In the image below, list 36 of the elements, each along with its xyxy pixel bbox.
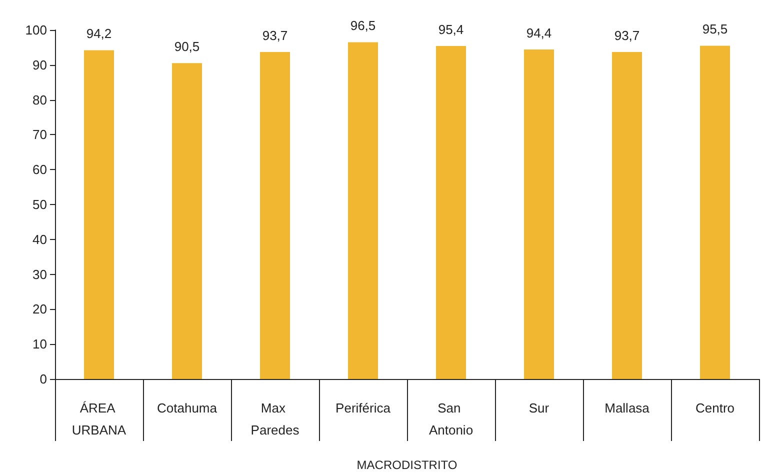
data-label: 94,4 — [526, 26, 552, 41]
x-tick-label: Max Paredes — [250, 400, 300, 438]
bar — [436, 46, 466, 379]
y-tick-label: 90 — [32, 57, 47, 72]
y-tick-label: 10 — [32, 336, 47, 352]
y-tick-label: 0 — [40, 372, 47, 386]
y-tick-label: 50 — [32, 197, 47, 212]
x-tick-label: Mallasa — [604, 400, 650, 416]
x-tick-label: Periférica — [336, 400, 392, 416]
y-tick-label: 30 — [32, 266, 47, 282]
y-tick-label: 20 — [32, 302, 47, 317]
data-label: 93,7 — [262, 28, 288, 43]
bar — [84, 50, 114, 379]
x-tick-label: Sur — [528, 400, 550, 416]
y-tick-label: 40 — [32, 232, 47, 247]
x-tick-label: San Antonio — [428, 400, 474, 438]
data-label: 95,5 — [702, 22, 728, 37]
y-tick-label: 100 — [25, 22, 47, 38]
data-label: 93,7 — [614, 28, 640, 43]
y-tick-label: 80 — [32, 92, 47, 108]
x-tick-label: ÁREA URBANA — [72, 400, 126, 438]
bar — [612, 52, 642, 379]
x-tick-label: Cotahuma — [157, 400, 218, 416]
bar — [260, 52, 290, 379]
bar — [172, 63, 202, 379]
y-tick-label: 60 — [32, 162, 47, 178]
data-label: 96,5 — [350, 18, 376, 34]
data-label: 94,2 — [86, 26, 112, 42]
bar — [700, 46, 730, 379]
x-tick-label: Centro — [695, 400, 735, 416]
bar — [524, 50, 554, 379]
bar — [348, 42, 378, 379]
x-axis-title: MACRODISTRITO — [356, 458, 458, 472]
data-label: 95,4 — [438, 22, 464, 38]
y-tick-label: 70 — [32, 127, 47, 142]
data-label: 90,5 — [174, 39, 200, 54]
